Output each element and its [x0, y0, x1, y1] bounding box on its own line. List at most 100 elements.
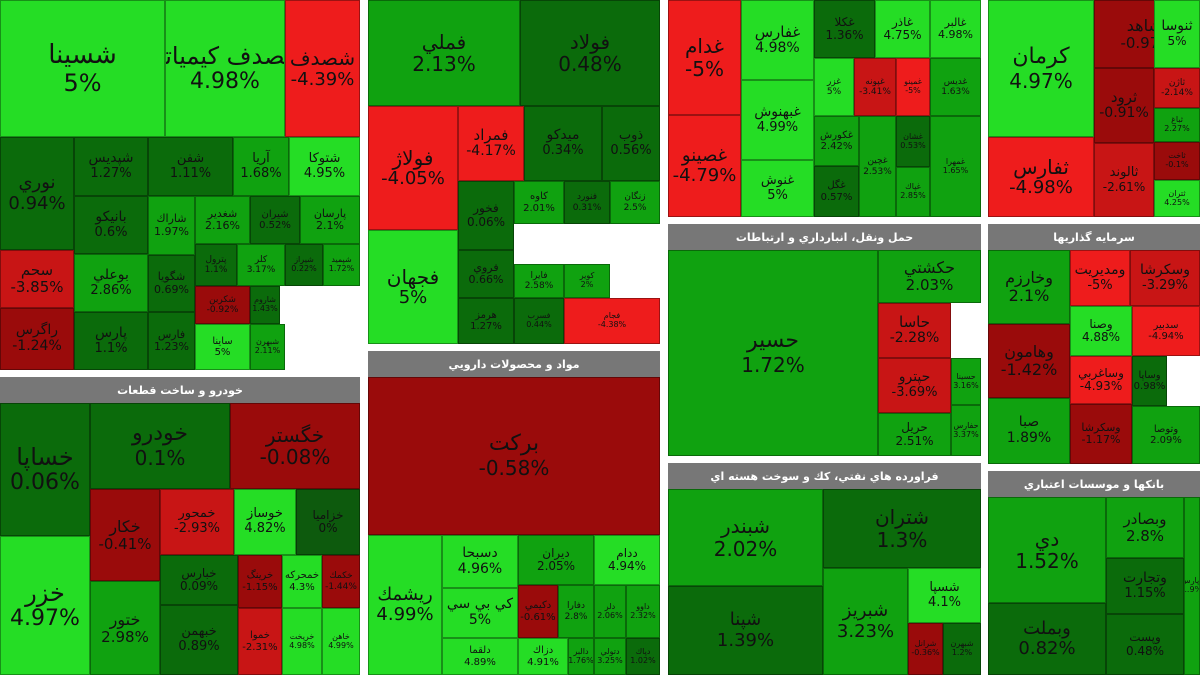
stock-tile[interactable]: خودرو 0.1% [90, 403, 230, 489]
stock-tile[interactable]: شبريز 3.23% [823, 568, 908, 675]
stock-tile[interactable]: حپترو -3.69% [878, 358, 951, 413]
stock-tile[interactable]: خگستر -0.08% [230, 403, 360, 489]
stock-tile[interactable]: آريا 1.68% [233, 137, 289, 196]
stock-tile[interactable]: غكورش 2.42% [814, 116, 859, 166]
stock-tile[interactable]: پترول 1.1% [195, 244, 237, 286]
stock-tile[interactable]: خكار -0.41% [90, 489, 160, 581]
stock-tile[interactable]: وخارزم 2.1% [988, 250, 1070, 324]
stock-tile[interactable]: وبملت 0.82% [988, 603, 1106, 675]
stock-tile[interactable]: شپنا 1.39% [668, 586, 823, 675]
stock-tile[interactable]: داوو 2.32% [626, 585, 660, 638]
stock-tile[interactable]: دفارا 2.8% [558, 585, 594, 638]
stock-tile[interactable]: ومديريت -5% [1070, 250, 1130, 306]
stock-tile[interactable]: حفارس 3.37% [951, 405, 981, 456]
stock-tile[interactable]: شبندر 2.02% [668, 489, 823, 586]
stock-tile[interactable]: شتوكا 4.95% [289, 137, 360, 196]
stock-tile[interactable]: شرانل -0.36% [908, 623, 943, 675]
stock-tile[interactable]: پارسان 2.1% [300, 196, 360, 244]
stock-tile[interactable]: ثرود -0.91% [1094, 68, 1154, 143]
stock-tile[interactable]: غاذر 4.75% [875, 0, 930, 58]
stock-tile[interactable]: فخور 0.06% [458, 181, 514, 250]
stock-tile[interactable]: هرمز 1.27% [458, 298, 514, 344]
stock-tile[interactable]: دلر 2.06% [594, 585, 626, 638]
stock-tile[interactable]: ثالوند -2.61% [1094, 143, 1154, 217]
stock-tile[interactable]: غمينو -5% [896, 58, 930, 116]
stock-tile[interactable]: شفن 1.11% [148, 137, 233, 196]
stock-tile[interactable]: غنوش 5% [741, 160, 814, 217]
stock-tile[interactable]: ددام 4.94% [594, 535, 660, 585]
stock-tile[interactable]: خمحور -2.93% [160, 489, 234, 555]
stock-tile[interactable]: وصنا 4.88% [1070, 306, 1132, 356]
stock-tile[interactable]: كلر 3.17% [237, 244, 285, 286]
stock-tile[interactable]: خريخت 4.98% [282, 608, 322, 675]
stock-tile[interactable]: غچين 2.53% [859, 116, 896, 217]
stock-tile[interactable]: فارس 1.23% [148, 312, 195, 370]
stock-tile[interactable]: شتران 1.3% [823, 489, 981, 568]
stock-tile[interactable]: خزر 4.97% [0, 536, 90, 675]
stock-tile[interactable]: پارس 1.1% [74, 312, 148, 370]
stock-tile[interactable]: بانيكو 0.6% [74, 196, 148, 254]
stock-tile[interactable]: غديس 1.63% [930, 58, 981, 116]
stock-tile[interactable]: وهامون -1.42% [988, 324, 1070, 398]
stock-tile[interactable]: ذوب 0.56% [602, 106, 660, 181]
stock-tile[interactable]: شپديس 1.27% [74, 137, 148, 196]
stock-tile[interactable]: غگل 0.57% [814, 166, 859, 217]
stock-tile[interactable]: فملي 2.13% [368, 0, 520, 106]
stock-tile[interactable]: وپست 0.48% [1106, 614, 1184, 675]
stock-tile[interactable]: شكربن -0.92% [195, 286, 250, 324]
stock-tile[interactable]: دسبحا 4.96% [442, 535, 518, 588]
stock-tile[interactable]: كرمان 4.97% [988, 0, 1094, 137]
stock-tile[interactable]: وسكرشا -1.17% [1070, 404, 1132, 464]
stock-tile[interactable]: غدام -5% [668, 0, 741, 115]
stock-tile[interactable]: بوعلي 2.86% [74, 254, 148, 312]
stock-tile[interactable]: خساپا 0.06% [0, 403, 90, 536]
stock-tile[interactable]: دالبر 1.76% [568, 638, 594, 675]
stock-tile[interactable]: دتولي 3.25% [594, 638, 626, 675]
stock-tile[interactable]: دزاك 4.91% [518, 638, 568, 675]
stock-tile[interactable]: شصدف كيمياتك4.98% [165, 0, 285, 137]
stock-tile[interactable]: شپميد 1.72% [323, 244, 360, 286]
stock-tile[interactable]: وتجارت 1.15% [1106, 558, 1184, 614]
stock-tile[interactable]: غبهنوش 4.99% [741, 80, 814, 160]
stock-tile[interactable]: غصينو -4.79% [668, 115, 741, 217]
stock-tile[interactable]: شسينا 5% [0, 0, 165, 137]
stock-tile[interactable]: حكشتي 2.03% [878, 250, 981, 303]
stock-tile[interactable]: حسير 1.72% [668, 250, 878, 456]
stock-tile[interactable]: ثتران 4.25% [1154, 180, 1200, 217]
stock-tile[interactable]: فجام -4.38% [564, 298, 660, 344]
stock-tile[interactable]: شبهرن 2.11% [250, 324, 285, 370]
stock-tile[interactable]: ثباغ 2.27% [1154, 108, 1200, 142]
stock-tile[interactable]: ثفارس -4.98% [988, 137, 1094, 217]
stock-tile[interactable]: حاسا -2.28% [878, 303, 951, 358]
stock-tile[interactable]: ريشمك 4.99% [368, 535, 442, 675]
stock-tile[interactable]: فجهان 5% [368, 230, 458, 344]
stock-tile[interactable]: صبا 1.89% [988, 398, 1070, 464]
stock-tile[interactable]: ديران 2.05% [518, 535, 594, 585]
stock-tile[interactable]: حسينا 3.16% [951, 358, 981, 405]
stock-tile[interactable]: دلقما 4.89% [442, 638, 518, 675]
stock-tile[interactable]: غفارس 4.98% [741, 0, 814, 80]
stock-tile[interactable]: شگويا 0.69% [148, 255, 195, 312]
stock-tile[interactable]: فمراد -4.17% [458, 106, 524, 181]
stock-tile[interactable]: ميدكو 0.34% [524, 106, 602, 181]
stock-tile[interactable]: خمحركه 4.3% [282, 555, 322, 608]
stock-tile[interactable]: سدبير -4.94% [1132, 306, 1200, 356]
stock-tile[interactable]: خاهن 4.99% [322, 608, 360, 675]
stock-tile[interactable]: خموا -2.31% [238, 608, 282, 675]
stock-tile[interactable]: وپارس1.9% [1184, 497, 1200, 675]
stock-tile[interactable]: ختور 2.98% [90, 581, 160, 675]
stock-tile[interactable]: وتوصا 2.09% [1132, 406, 1200, 464]
stock-tile[interactable]: خوساز 4.82% [234, 489, 296, 555]
stock-tile[interactable]: غالبر 4.98% [930, 0, 981, 58]
stock-tile[interactable]: ثنوسا 5% [1154, 0, 1200, 68]
stock-tile[interactable]: فايرا 2.58% [514, 264, 564, 298]
stock-tile[interactable]: غكلا 1.36% [814, 0, 875, 58]
stock-tile[interactable]: شاروم 1.43% [250, 286, 280, 324]
stock-tile[interactable]: زنگان 2.5% [610, 181, 660, 224]
stock-tile[interactable]: راگرس -1.24% [0, 308, 74, 370]
stock-tile[interactable]: غمهرا 1.65% [930, 116, 981, 217]
stock-tile[interactable]: شصدف -4.39% [285, 0, 360, 137]
stock-tile[interactable]: فولاد 0.48% [520, 0, 660, 106]
stock-tile[interactable]: وساپا 0.98% [1132, 356, 1167, 406]
stock-tile[interactable]: وسكرشا -3.29% [1130, 250, 1200, 306]
